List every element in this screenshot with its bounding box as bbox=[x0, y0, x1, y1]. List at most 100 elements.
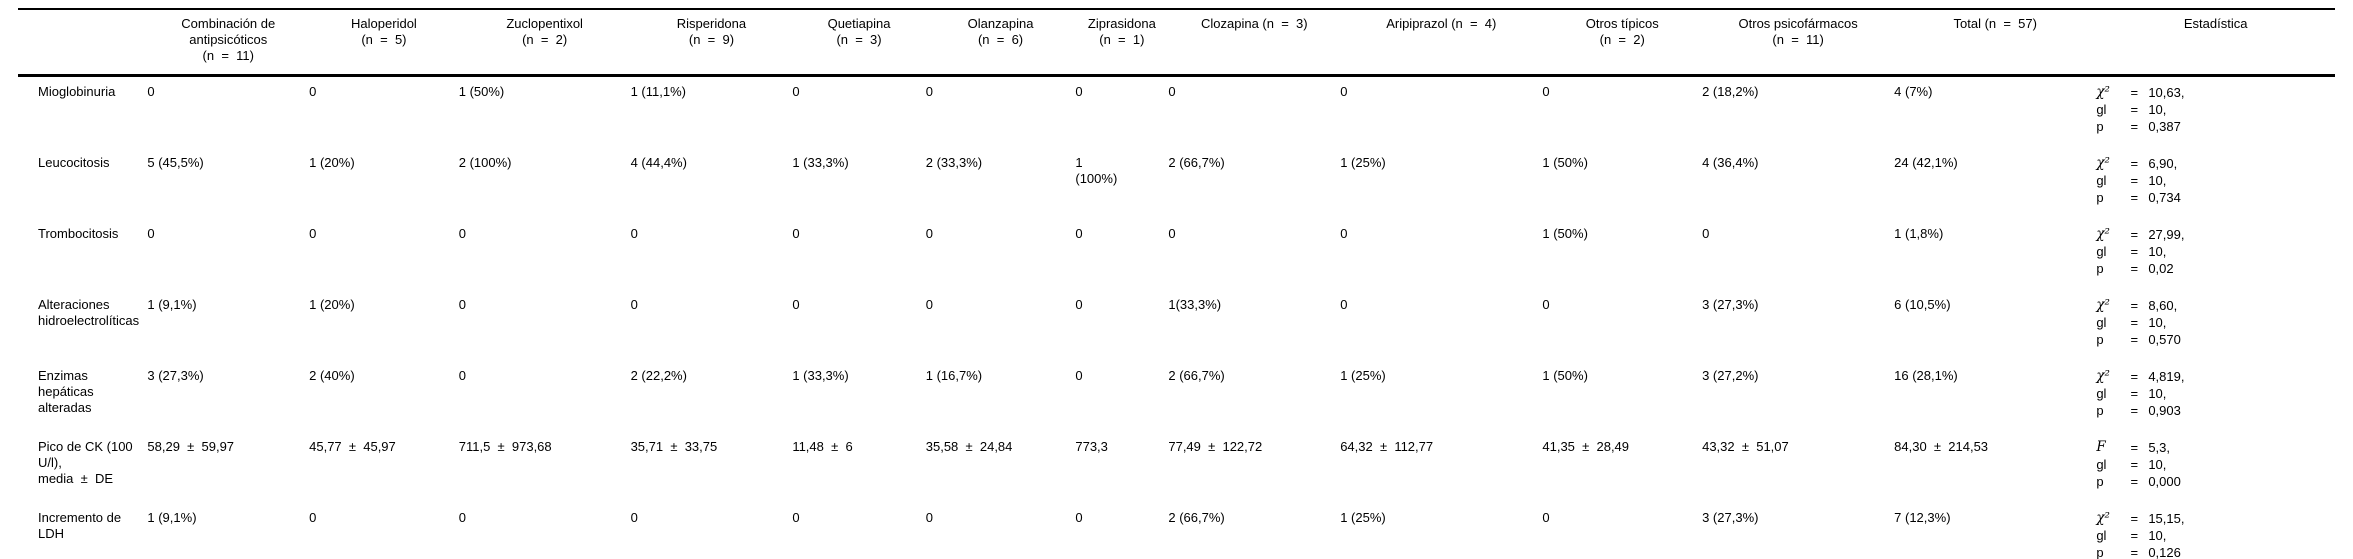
data-cell: 1 (9,1%) bbox=[147, 510, 197, 525]
data-cell: 0 bbox=[1702, 226, 1710, 241]
equals-sign: = bbox=[2130, 244, 2139, 259]
stat-symbol: χ² bbox=[2096, 297, 2110, 313]
stat-symbol: gl bbox=[2096, 315, 2107, 330]
data-cell: 0 bbox=[792, 510, 800, 525]
data-cell: 2 (18,2%) bbox=[1702, 84, 1759, 99]
equals-sign: = bbox=[2130, 261, 2139, 276]
stat-value: 10, bbox=[2148, 386, 2167, 401]
stat-symbol: F bbox=[2096, 439, 2106, 455]
stat-line: gl = 10, bbox=[2096, 456, 2333, 473]
equals-sign: = bbox=[2130, 457, 2139, 472]
stat-value: 0,387 bbox=[2148, 119, 2181, 134]
stat-value: 0,02 bbox=[2148, 261, 2174, 276]
equals-sign: = bbox=[2130, 332, 2139, 347]
stat-value: 15,15, bbox=[2148, 511, 2185, 526]
stat-symbol: p bbox=[2096, 545, 2104, 559]
stat-line: gl = 10, bbox=[2096, 243, 2333, 260]
data-cell: 1 (20%) bbox=[309, 297, 355, 312]
stat-line: F = 5,3, bbox=[2096, 439, 2333, 456]
data-cell: 0 bbox=[309, 226, 317, 241]
data-cell: 0 bbox=[1075, 226, 1083, 241]
data-cell: 0 bbox=[1075, 84, 1083, 99]
equals-sign: = bbox=[2130, 119, 2139, 134]
data-cell: 0 bbox=[1075, 297, 1083, 312]
stat-line: χ² = 6,90, bbox=[2096, 155, 2333, 172]
stat-symbol: p bbox=[2096, 119, 2104, 134]
stat-line: p = 0,387 bbox=[2096, 118, 2333, 135]
column-header: Aripiprazol (n = 4) bbox=[1340, 9, 1543, 77]
data-cell: 0 bbox=[1075, 368, 1083, 383]
stat-value: 0,903 bbox=[2148, 403, 2181, 418]
statistics-cell: F = 5,3, gl = 10, p = 0,000 bbox=[2096, 432, 2335, 503]
table-body: Mioglobinuria 0 0 1 (50%) 1 (11,1%) 0 0 0 0 0 0 2 (… bbox=[18, 76, 2335, 559]
equals-sign: = bbox=[2130, 528, 2139, 543]
statistics-cell: χ² = 8,60, gl = 10, p = 0,570 bbox=[2096, 290, 2335, 361]
row-label: Trombocitosis bbox=[38, 226, 119, 241]
equals-sign: = bbox=[2130, 156, 2139, 171]
row-label: Mioglobinuria bbox=[38, 84, 116, 99]
stat-value: 6,90, bbox=[2148, 156, 2178, 171]
table-row: Enzimas hepáticas alteradas 3 (27,3%) 2 (4… bbox=[18, 361, 2335, 432]
stat-symbol: gl bbox=[2096, 528, 2107, 543]
data-cell: 0 bbox=[309, 84, 317, 99]
table-row: Leucocitosis 5 (45,5%) 1 (20%) 2 (100%) 4 (4… bbox=[18, 148, 2335, 219]
data-cell: 4 (36,4%) bbox=[1702, 155, 1759, 170]
row-label: Pico de CK (100 U/l), media ± DE bbox=[38, 439, 133, 486]
equals-sign: = bbox=[2130, 440, 2139, 455]
stat-line: χ² = 4,819, bbox=[2096, 368, 2333, 385]
data-cell: 0 bbox=[309, 510, 317, 525]
stat-line: χ² = 8,60, bbox=[2096, 297, 2333, 314]
data-cell: 4 (7%) bbox=[1894, 84, 1933, 99]
stat-value: 10, bbox=[2148, 315, 2167, 330]
equals-sign: = bbox=[2130, 315, 2139, 330]
stat-symbol: χ² bbox=[2096, 84, 2110, 100]
data-cell: 3 (27,3%) bbox=[147, 368, 204, 383]
data-cell: 35,58 ± 24,84 bbox=[925, 439, 1013, 454]
column-header: Combinación de antipsicóticos (n = 11) bbox=[147, 9, 310, 77]
stat-symbol: gl bbox=[2096, 173, 2107, 188]
data-cell: 1 (16,7%) bbox=[925, 368, 983, 383]
data-cell: 0 bbox=[792, 84, 800, 99]
row-label-header bbox=[18, 9, 148, 77]
data-cell: 2 (66,7%) bbox=[1168, 155, 1225, 170]
data-cell: 1(33,3%) bbox=[1168, 297, 1222, 312]
stat-value: 0,000 bbox=[2148, 474, 2181, 489]
stat-line: gl = 10, bbox=[2096, 385, 2333, 402]
data-cell: 11,48 ± 6 bbox=[792, 439, 853, 454]
stat-line: χ² = 15,15, bbox=[2096, 510, 2333, 527]
column-header: Quetiapina (n = 3) bbox=[792, 9, 926, 77]
data-cell: 0 bbox=[630, 510, 638, 525]
column-header: Clozapina (n = 3) bbox=[1168, 9, 1341, 77]
data-cell: 2 (22,2%) bbox=[630, 368, 687, 383]
data-cell: 3 (27,3%) bbox=[1702, 297, 1759, 312]
data-cell: 45,77 ± 45,97 bbox=[309, 439, 396, 454]
stat-symbol: p bbox=[2096, 332, 2104, 347]
stat-line: p = 0,903 bbox=[2096, 402, 2333, 419]
data-cell: 1 (33,3%) bbox=[792, 155, 849, 170]
stat-value: 10, bbox=[2148, 457, 2167, 472]
data-cell: 0 bbox=[1542, 297, 1550, 312]
data-cell: 2 (100%) bbox=[458, 155, 512, 170]
row-label: Leucocitosis bbox=[38, 155, 110, 170]
data-cell: 4 (44,4%) bbox=[630, 155, 687, 170]
statistics-cell: χ² = 10,63, gl = 10, p = 0,387 bbox=[2096, 76, 2335, 149]
table-row: Trombocitosis 0 0 0 0 0 0 0 0 0 1 (50%) 0 1 (1,8%) χ²… bbox=[18, 219, 2335, 290]
data-cell: 6 (10,5%) bbox=[1894, 297, 1951, 312]
table-row: Incremento de LDH 1 (9,1%) 0 0 0 0 0 0 2 (66,7%)… bbox=[18, 503, 2335, 559]
data-cell: 41,35 ± 28,49 bbox=[1542, 439, 1630, 454]
row-label: Alteraciones hidroelectrolíticas bbox=[38, 297, 140, 328]
data-cell: 35,71 ± 33,75 bbox=[630, 439, 718, 454]
equals-sign: = bbox=[2130, 102, 2139, 117]
header-row: Combinación de antipsicóticos (n = 11) Ha… bbox=[18, 9, 2335, 77]
equals-sign: = bbox=[2130, 369, 2139, 384]
data-cell: 2 (40%) bbox=[309, 368, 355, 383]
data-cell: 0 bbox=[458, 368, 466, 383]
equals-sign: = bbox=[2130, 511, 2139, 526]
column-header: Otros psicofármacos (n = 11) bbox=[1702, 9, 1895, 77]
column-header: Total (n = 57) bbox=[1894, 9, 2097, 77]
column-header: Zuclopentixol (n = 2) bbox=[458, 9, 631, 77]
data-cell: 1 (25%) bbox=[1340, 155, 1386, 170]
data-cell: 84,30 ± 214,53 bbox=[1894, 439, 1989, 454]
equals-sign: = bbox=[2130, 403, 2139, 418]
stat-symbol: χ² bbox=[2096, 226, 2110, 242]
